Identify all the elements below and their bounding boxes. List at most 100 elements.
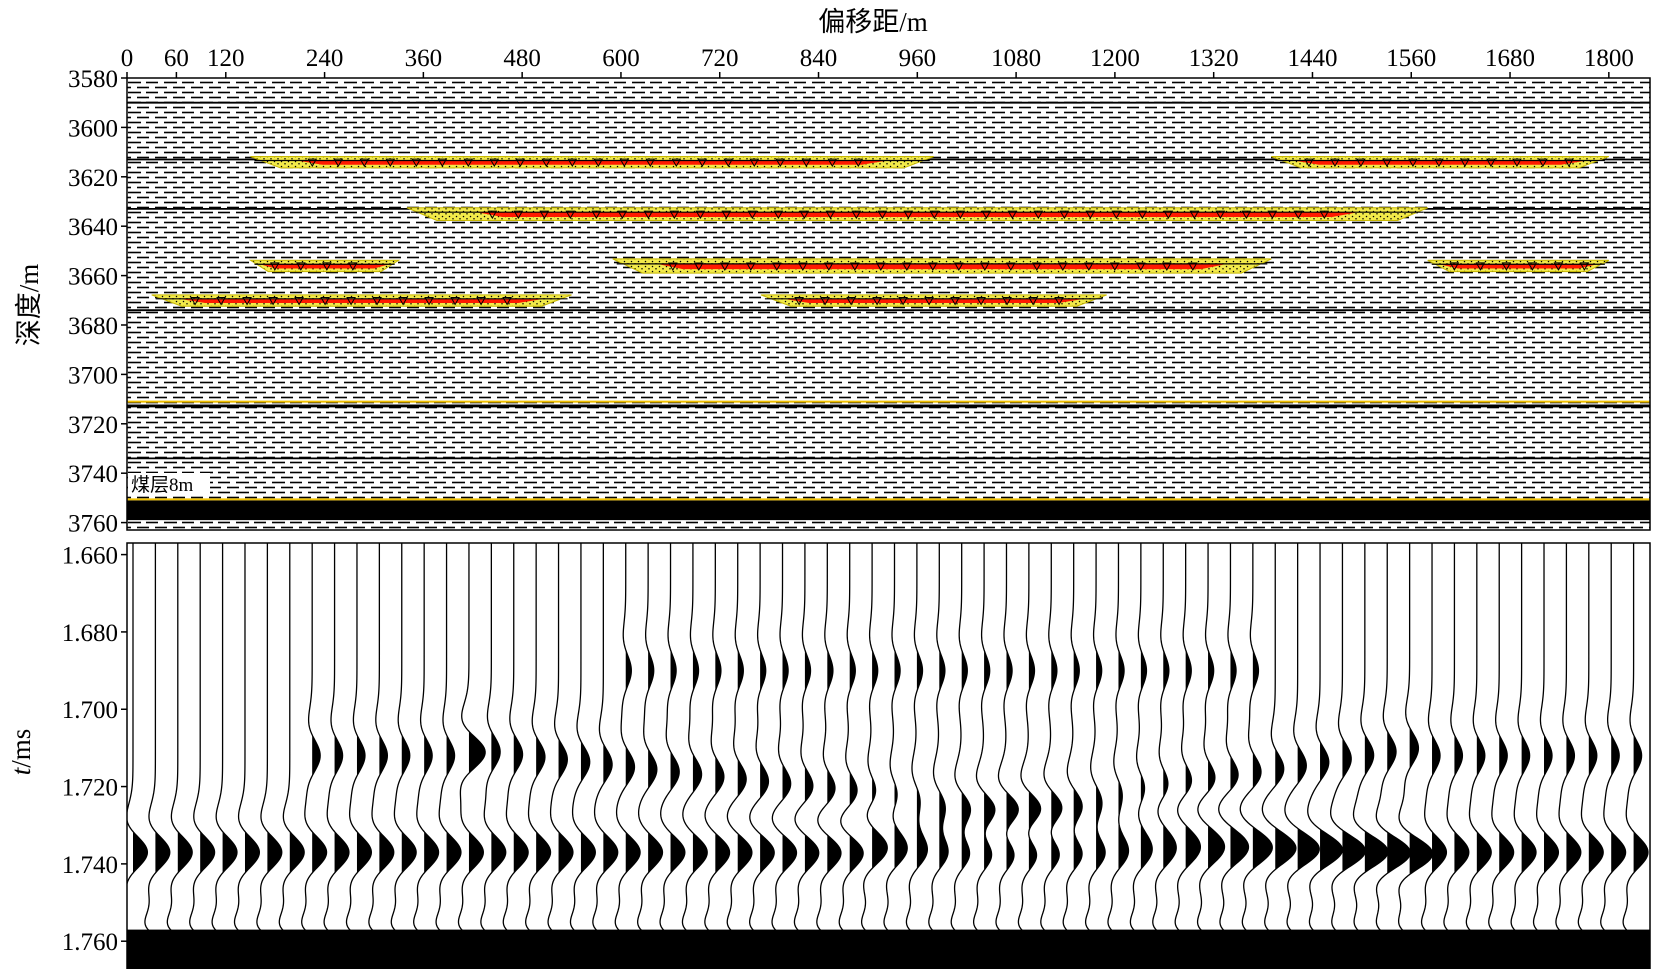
seismic-trace xyxy=(972,543,1008,969)
seismic-trace xyxy=(1488,543,1523,969)
lens-triangle-symbol xyxy=(799,210,810,220)
offset-tick-label: 60 xyxy=(164,45,189,72)
seismic-trace xyxy=(256,543,291,969)
offset-tick-label: 1080 xyxy=(991,45,1041,72)
lens-triangle-symbol xyxy=(825,210,836,220)
seismic-trace xyxy=(1555,543,1590,969)
coal-reflection-fill xyxy=(127,929,1650,969)
seismic-trace xyxy=(345,543,381,969)
lens-triangle-symbol xyxy=(1319,210,1330,220)
lens-triangle-symbol xyxy=(1189,210,1200,220)
seismic-trace xyxy=(749,543,784,969)
lens-triangle-symbol xyxy=(693,262,704,271)
offset-tick-label: 1200 xyxy=(1090,45,1140,72)
trace-fill xyxy=(625,543,649,969)
model-panel: 煤层8m xyxy=(126,77,1651,531)
lens-triangle-symbol xyxy=(953,262,964,271)
offset-tick-label: 1320 xyxy=(1189,45,1239,72)
lens-triangle-symbol xyxy=(593,158,604,168)
seismic-trace xyxy=(127,543,157,969)
trace-fill xyxy=(289,543,313,969)
lens-triangle-symbol xyxy=(1538,158,1548,168)
trace-fill xyxy=(849,543,873,969)
trace-fill xyxy=(401,543,425,969)
seismic-trace xyxy=(525,543,560,969)
sand-lens-core xyxy=(1440,264,1597,269)
seismic-trace xyxy=(1465,543,1500,969)
lens-triangle-symbol xyxy=(347,262,358,271)
lens-triangle-symbol xyxy=(1215,210,1226,220)
lens-triangle-symbol xyxy=(667,262,678,271)
trace-fill xyxy=(1230,543,1253,969)
lens-triangle-symbol xyxy=(723,158,734,168)
lens-triangle-symbol xyxy=(1382,158,1392,168)
lens-triangle-symbol xyxy=(1161,262,1172,271)
lens-triangle-symbol xyxy=(853,158,864,168)
trace-fill xyxy=(804,543,828,969)
trace-fill xyxy=(267,543,290,969)
seismic-trace xyxy=(995,543,1030,969)
lens-triangle-symbol xyxy=(719,262,730,271)
lens-triangle-symbol xyxy=(424,296,434,306)
trace-fill xyxy=(468,543,492,969)
time-tick-label: 1.720 xyxy=(62,775,118,802)
trace-fill xyxy=(1342,543,1366,969)
lens-triangle-symbol xyxy=(823,262,834,271)
lens-triangle-symbol xyxy=(1111,210,1122,220)
seismic-trace xyxy=(1129,543,1164,969)
depth-tick-label: 3700 xyxy=(68,362,118,389)
trace-fill xyxy=(1252,543,1276,969)
trace-fill xyxy=(133,543,156,969)
lens-triangle-symbol xyxy=(797,262,808,271)
lens-triangle-symbol xyxy=(591,210,602,220)
trace-fill xyxy=(356,543,380,969)
trace-fill xyxy=(1544,543,1567,969)
trace-fill xyxy=(1320,543,1343,969)
lens-triangle-symbol xyxy=(929,210,940,220)
trace-fill xyxy=(1611,543,1634,969)
lens-triangle-symbol xyxy=(981,210,992,220)
lens-triangle-symbol xyxy=(1187,262,1198,271)
lens-triangle-symbol xyxy=(268,296,278,306)
lens-triangle-symbol xyxy=(1057,262,1068,271)
offset-tick-label: 720 xyxy=(701,45,739,72)
depth-tick-label: 3740 xyxy=(68,461,118,488)
seismic-trace xyxy=(166,543,201,969)
lens-triangle-symbol xyxy=(1356,158,1366,168)
seismic-trace xyxy=(1397,543,1434,969)
offset-axis: 0 60 120 240 360 480 600 720 840 960 1080 1200 1320 1… xyxy=(121,45,1634,78)
seismic-trace xyxy=(413,543,448,969)
lens-triangle-symbol xyxy=(1460,158,1470,168)
seismic-trace xyxy=(301,543,336,969)
seismic-trace xyxy=(1261,543,1299,969)
lens-triangle-symbol xyxy=(190,296,200,306)
lens-triangle-symbol xyxy=(924,296,934,306)
lens-triangle-symbol xyxy=(1486,158,1496,168)
seismic-trace xyxy=(1600,543,1635,969)
seismic-trace xyxy=(1107,543,1142,969)
depth-tick-label: 3660 xyxy=(68,264,118,291)
trace-fill xyxy=(446,543,469,969)
lens-triangle-symbol xyxy=(898,296,908,306)
trace-fill xyxy=(692,543,716,969)
trace-fill xyxy=(715,543,738,969)
lens-triangle-symbol xyxy=(697,158,708,168)
seismic-trace xyxy=(1017,543,1052,969)
lens-triangle-symbol xyxy=(515,158,526,168)
lens-triangle-symbol xyxy=(1163,210,1174,220)
lens-triangle-symbol xyxy=(1054,296,1064,306)
lens-triangle-symbol xyxy=(872,296,882,306)
lens-triangle-symbol xyxy=(1028,296,1038,306)
lens-triangle-symbol xyxy=(875,262,886,271)
lens-triangle-symbol xyxy=(976,296,986,306)
lens-triangle-symbol xyxy=(1330,158,1340,168)
seismic-trace xyxy=(457,543,492,969)
offset-tick-label: 0 xyxy=(121,45,134,72)
lens-triangle-symbol xyxy=(476,296,486,306)
seismic-trace xyxy=(726,543,761,969)
lens-triangle-symbol xyxy=(242,296,252,306)
lens-triangle-symbol xyxy=(979,262,990,271)
lens-triangle-symbol xyxy=(721,210,732,220)
seismic-trace xyxy=(771,543,806,969)
seismic-trace xyxy=(547,543,582,969)
